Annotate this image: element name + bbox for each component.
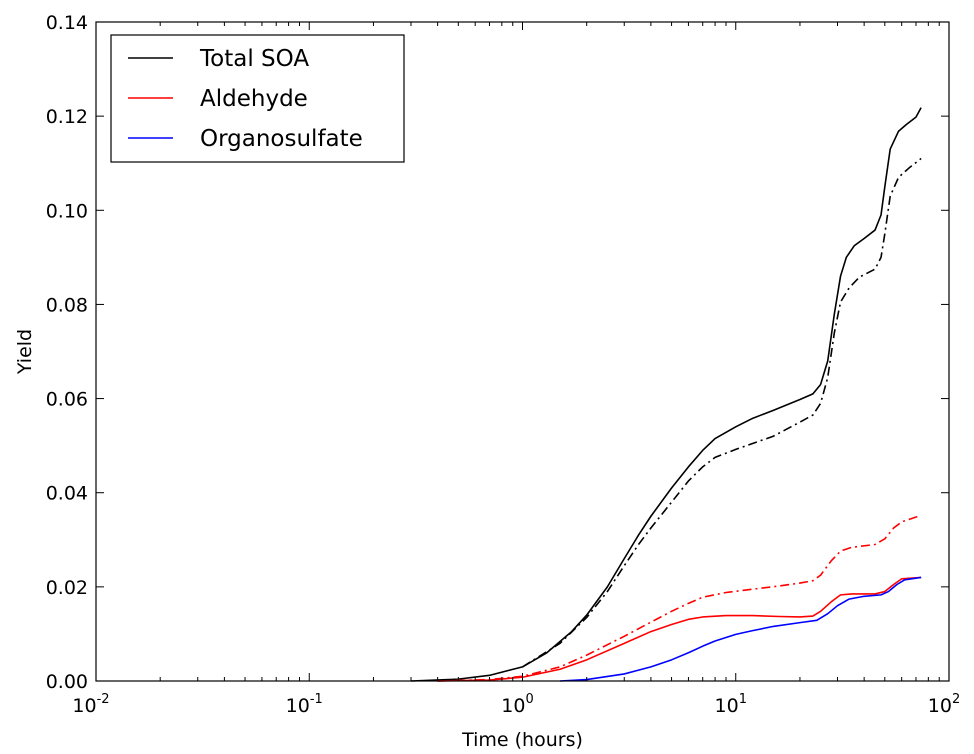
- series-line-aldehyde: [437, 576, 922, 682]
- x-tick-label: 102: [928, 692, 960, 717]
- x-axis-label: Time (hours): [461, 729, 583, 751]
- y-tick-label: 0.02: [46, 577, 88, 599]
- y-tick-label: 0.12: [46, 106, 88, 128]
- y-tick-label: 0.06: [46, 389, 88, 411]
- legend-label: Aldehyde: [200, 86, 308, 112]
- series-layer: [410, 107, 922, 682]
- y-axis-label: Yield: [14, 329, 36, 375]
- legend-label: Organosulfate: [200, 126, 363, 152]
- x-tick-label: 101: [715, 692, 747, 717]
- x-tick-label: 10-1: [286, 692, 323, 717]
- x-tick-label: 100: [501, 692, 533, 717]
- series-line-organosulfate: [560, 576, 922, 682]
- ticks-layer: 10-2 10-1 100 101 102 0.00 0.02 0.04 0.06 0.08 0.1…: [46, 12, 961, 717]
- legend-label: Total SOA: [199, 46, 309, 72]
- y-tick-label: 0.04: [46, 483, 88, 505]
- y-tick-label: 0.08: [46, 294, 88, 316]
- y-tick-label: 0.00: [46, 671, 88, 693]
- series-line-total-soa: [410, 107, 922, 682]
- series-line-dashdot-1: [522, 157, 922, 668]
- legend: Total SOA Aldehyde Organosulfate: [110, 34, 405, 163]
- y-tick-label: 0.10: [46, 200, 88, 222]
- series-line-dashdot-3: [437, 514, 922, 682]
- x-tick-label: 10-2: [72, 692, 109, 717]
- y-tick-label: 0.14: [46, 12, 88, 34]
